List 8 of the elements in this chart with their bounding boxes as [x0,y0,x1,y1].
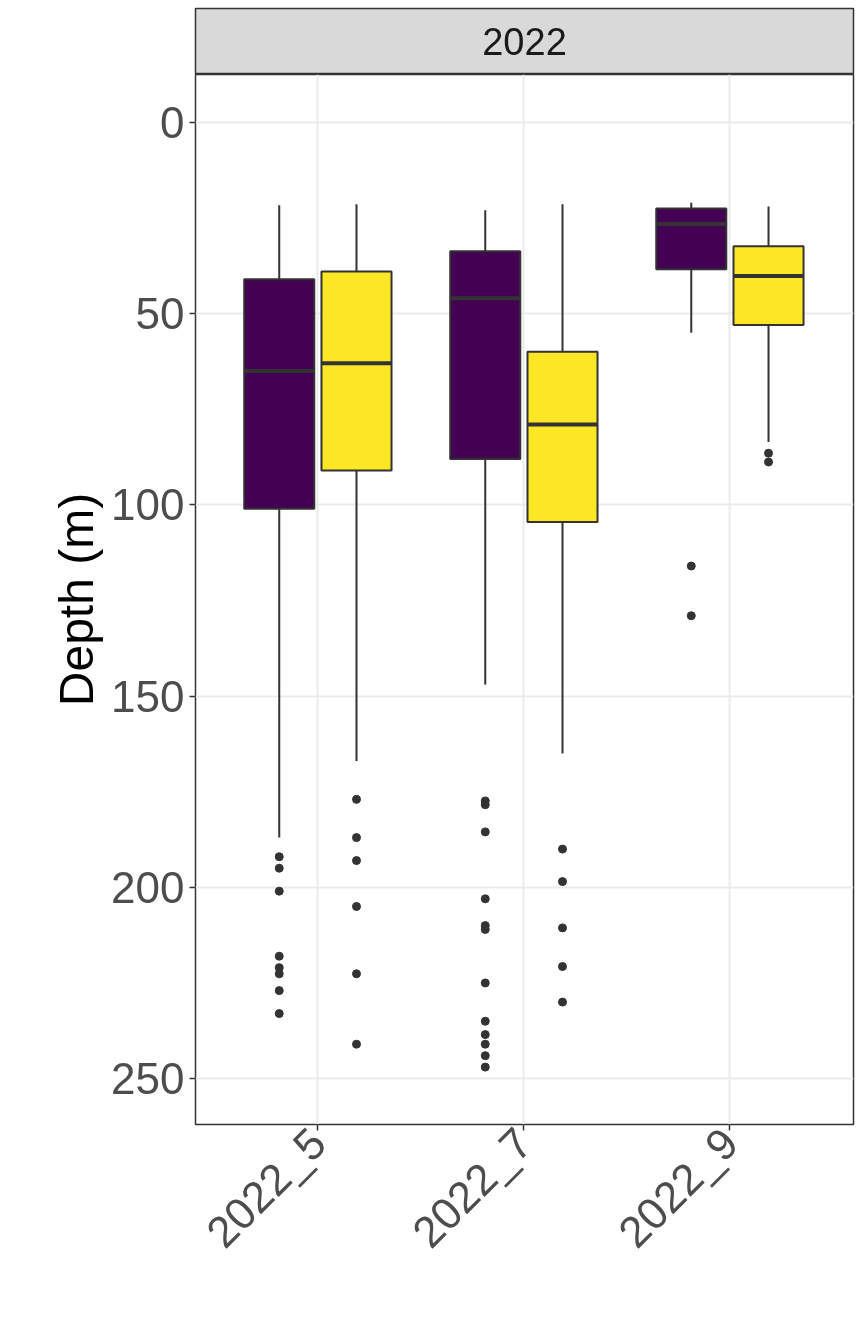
y-tick-label: 200 [111,862,185,912]
chart-title: 2022 [482,21,567,63]
y-tick-label: 100 [111,480,185,530]
y-tick-label: 0 [160,97,185,147]
y-axis-title: Depth (m) [50,492,104,707]
y-tick-label: 250 [111,1054,185,1104]
y-tick-label: 50 [135,289,185,339]
y-tick-label: 150 [111,671,185,721]
